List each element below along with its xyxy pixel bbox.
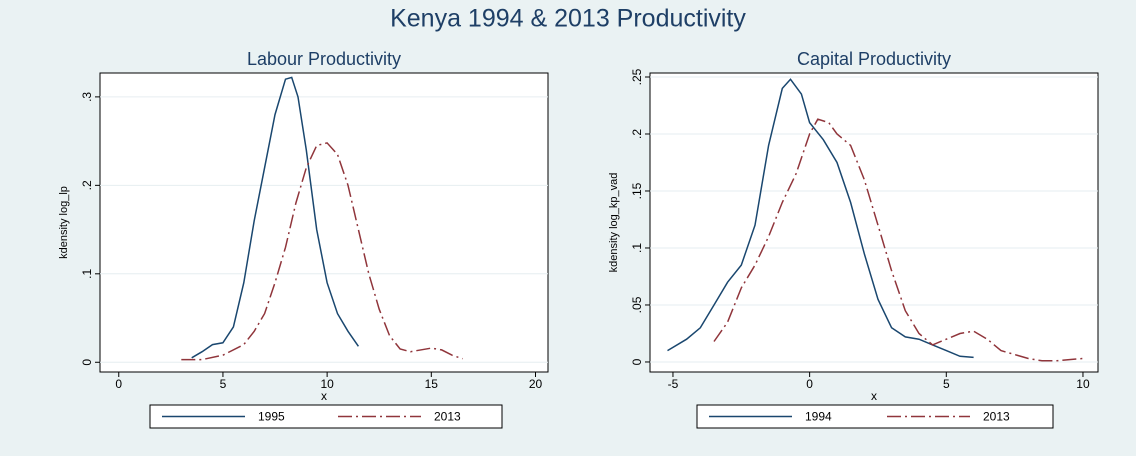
x-tick-label: -5 [668,377,679,391]
legend-label: 2013 [434,410,461,424]
y-tick-label: .25 [630,68,644,85]
x-tick-label: 10 [320,377,334,391]
x-axis-label: x [871,389,877,403]
x-tick-label: 10 [1076,377,1090,391]
x-tick-label: 15 [425,377,439,391]
y-tick-label: .1 [630,243,644,253]
legend-box [149,404,503,429]
y-tick-label: .1 [80,268,94,278]
legend-label: 1994 [805,410,832,424]
plot-area [99,72,549,373]
main-title: Kenya 1994 & 2013 Productivity [390,5,746,33]
panel-title: Capital Productivity [797,49,951,69]
y-tick-label: .3 [80,92,94,102]
y-tick-label: 0 [630,358,644,365]
density-line [191,76,360,359]
x-axis-label: x [321,389,327,403]
x-tick-label: 0 [806,377,813,391]
legend-label: 1995 [258,410,285,424]
y-tick-label: .2 [630,129,644,139]
y-tick-label: .05 [630,296,644,313]
panel-title: Labour Productivity [247,49,401,69]
x-tick-label: 5 [220,377,227,391]
x-tick-label: 5 [943,377,950,391]
density-line [713,118,1084,362]
plot-area [649,72,1099,373]
legend-label: 2013 [983,410,1010,424]
density-line [181,142,463,361]
x-tick-label: 0 [115,377,122,391]
y-axis-label: kdensity log_kp_vad [608,173,620,273]
legend-box [696,404,1054,429]
y-tick-label: .15 [630,182,644,199]
y-tick-label: .2 [80,180,94,190]
y-tick-label: 0 [80,359,94,366]
y-axis-label: kdensity log_lp [58,186,70,259]
density-line [667,78,974,359]
x-tick-label: 20 [529,377,543,391]
